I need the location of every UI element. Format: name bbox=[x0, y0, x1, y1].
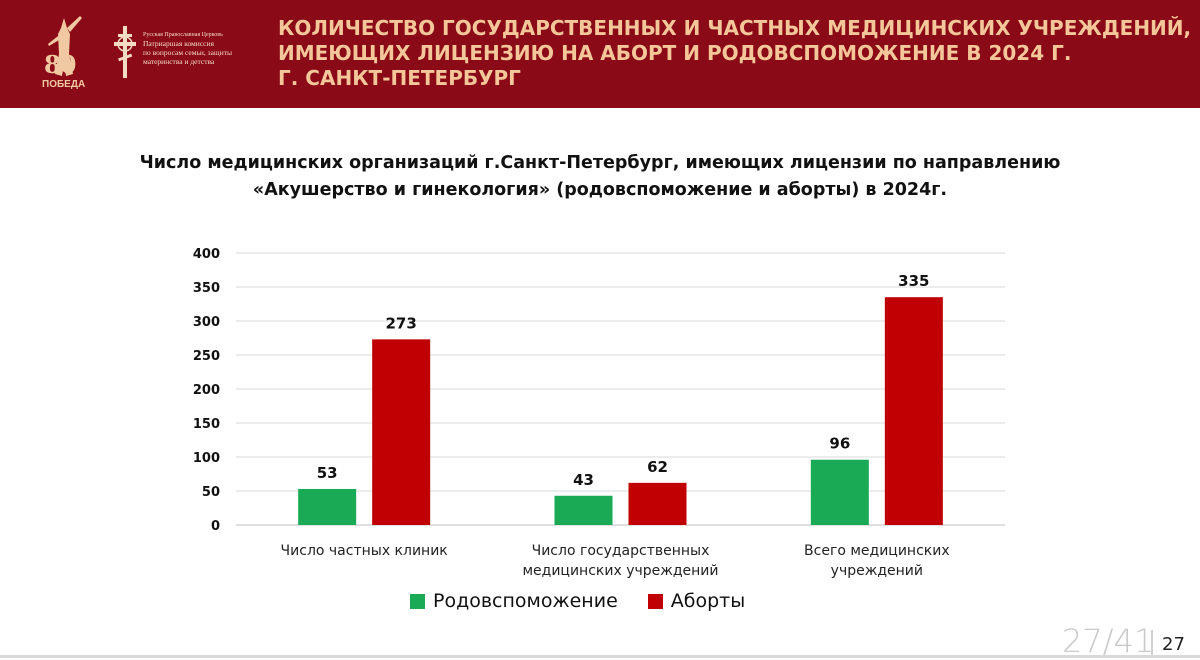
slide-title-line-1: КОЛИЧЕСТВО ГОСУДАРСТВЕННЫХ И ЧАСТНЫХ МЕД… bbox=[278, 16, 1192, 40]
y-tick-label: 100 bbox=[193, 451, 220, 466]
chart-title-line-2: «Акушерство и гинекология» (родовспоможе… bbox=[252, 180, 948, 200]
data-label: 53 bbox=[317, 464, 338, 482]
bar-chart: 0 50 100 150 200 250 300 350 400 53 273 Число частн… bbox=[193, 247, 1005, 579]
y-tick-label: 50 bbox=[202, 485, 220, 500]
y-tick-label: 400 bbox=[193, 247, 220, 262]
commission-line-3: материнства и детства bbox=[143, 57, 215, 66]
data-label: 62 bbox=[647, 458, 668, 476]
church-commission-logo-text: Русская Православная Церковь Патриаршая … bbox=[143, 31, 273, 66]
victory-80-logo: 80 bbox=[44, 50, 76, 79]
y-tick-label: 200 bbox=[193, 383, 220, 398]
legend-label-abortions: Аборты bbox=[670, 590, 746, 612]
slide-title-line-3: Г. САНКТ-ПЕТЕРБУРГ bbox=[278, 66, 521, 90]
legend-swatch-abortions bbox=[647, 593, 663, 609]
orthodox-cross-icon bbox=[114, 26, 136, 78]
y-tick-label: 150 bbox=[193, 417, 220, 432]
commission-line-1: Патриаршая комиссия bbox=[143, 39, 214, 48]
bar-abortions bbox=[372, 339, 431, 525]
legend-swatch-births bbox=[410, 593, 425, 609]
victory-logo-word: ПОБЕДА bbox=[42, 79, 86, 90]
x-category-label: медицинских учреждений bbox=[522, 563, 718, 579]
chart-title-line-1: Число медицинских организаций г.Санкт-Пе… bbox=[139, 153, 1061, 173]
x-category-label: учреждений bbox=[831, 563, 923, 579]
bar-abortions bbox=[884, 297, 943, 525]
y-tick-label: 250 bbox=[193, 349, 220, 364]
bar-births bbox=[554, 495, 613, 525]
data-label: 43 bbox=[573, 471, 594, 489]
page-number: 27 bbox=[1162, 634, 1185, 655]
commission-line-2: по вопросам семьи, защиты bbox=[143, 48, 233, 57]
page-counter: 27/41 bbox=[1062, 622, 1155, 660]
legend-label-births: Родовспоможение bbox=[433, 590, 618, 612]
header-banner: 80 ПОБЕДА Русская Православная Церковь П… bbox=[0, 0, 1200, 108]
data-label: 96 bbox=[829, 435, 850, 453]
slide-title: КОЛИЧЕСТВО ГОСУДАРСТВЕННЫХ И ЧАСТНЫХ МЕД… bbox=[278, 16, 1192, 91]
y-tick-label: 350 bbox=[193, 281, 220, 296]
slide-title-line-2: ИМЕЮЩИХ ЛИЦЕНЗИЮ НА АБОРТ И РОДОВСПОМОЖЕ… bbox=[278, 41, 1072, 65]
legend-item-abortions: Аборты bbox=[647, 590, 746, 612]
x-category-label: Число государственных bbox=[532, 543, 710, 559]
y-tick-label: 0 bbox=[211, 519, 220, 534]
page-separator bbox=[1151, 630, 1153, 658]
bottom-divider bbox=[0, 655, 1200, 658]
x-category-label: Всего медицинских bbox=[804, 543, 950, 559]
y-tick-label: 300 bbox=[193, 315, 220, 330]
legend-item-births: Родовспоможение bbox=[410, 590, 618, 612]
x-category-label: Число частных клиник bbox=[281, 543, 448, 559]
chart-legend: Родовспоможение Аборты bbox=[410, 590, 775, 612]
bar-births bbox=[298, 488, 357, 525]
bar-abortions bbox=[628, 482, 687, 525]
bar-births bbox=[810, 459, 869, 525]
chart-title: Число медицинских организаций г.Санкт-Пе… bbox=[60, 150, 1140, 204]
motherland-statue-icon bbox=[48, 16, 82, 76]
church-name: Русская Православная Церковь bbox=[143, 32, 223, 38]
data-label: 335 bbox=[898, 272, 929, 290]
data-label: 273 bbox=[386, 314, 417, 332]
